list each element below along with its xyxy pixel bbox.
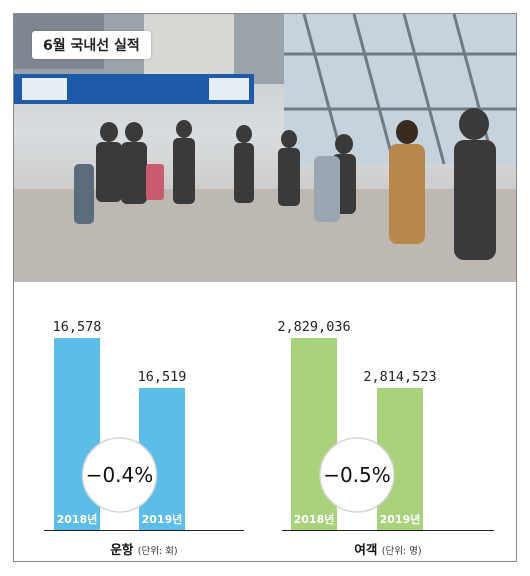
category-label-passengers-1: 2019년 bbox=[380, 512, 421, 526]
change-percent-label-0: −0.4% bbox=[86, 463, 154, 487]
data-label-flights-1: 16,519 bbox=[138, 369, 187, 385]
bar-charts-svg: 16,578 2018년 16,519 2019년 −0.4% 운항 (단위: 회) 2,8… bbox=[44, 319, 494, 557]
category-label-flights-1: 2019년 bbox=[142, 512, 183, 526]
data-label-passengers-0: 2,829,036 bbox=[277, 319, 350, 335]
photo-title-label: 6월 국내선 실적 bbox=[32, 31, 151, 59]
change-circle-1 bbox=[319, 437, 395, 513]
change-percent-label-1: −0.5% bbox=[323, 463, 391, 487]
airport-scene-illustration bbox=[14, 14, 516, 282]
change-circle-0 bbox=[81, 437, 158, 513]
charts-area: 16,578 2018년 16,519 2019년 −0.4% 운항 (단위: 회) 2,8… bbox=[14, 282, 516, 561]
category-label-passengers-0: 2018년 bbox=[294, 512, 335, 526]
infographic-frame: 6월 국내선 실적 16,578 2018년 16,519 2019년 −0.4% 운항 … bbox=[13, 13, 517, 562]
data-label-flights-0: 16,578 bbox=[53, 319, 102, 335]
data-label-passengers-1: 2,814,523 bbox=[363, 369, 436, 385]
chart-caption-0: 운항 (단위: 회) bbox=[110, 542, 177, 557]
airport-gate-photo: 6월 국내선 실적 bbox=[14, 14, 516, 282]
chart-caption-1: 여객 (단위: 명) bbox=[354, 542, 421, 557]
category-label-flights-0: 2018년 bbox=[57, 512, 98, 526]
